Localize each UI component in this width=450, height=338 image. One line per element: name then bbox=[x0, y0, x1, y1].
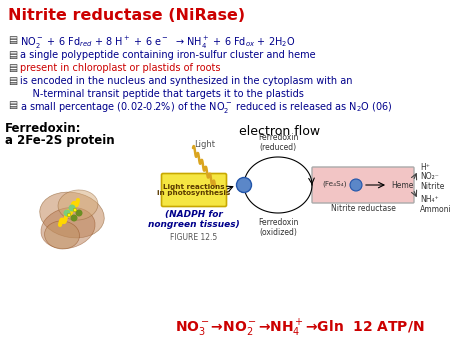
Text: ▤: ▤ bbox=[8, 76, 17, 86]
Text: a single polypeptide containing iron-sulfur cluster and heme: a single polypeptide containing iron-sul… bbox=[20, 50, 315, 60]
Circle shape bbox=[73, 208, 77, 212]
Circle shape bbox=[71, 215, 77, 221]
Text: Ferredoxin
(reduced): Ferredoxin (reduced) bbox=[258, 132, 298, 152]
Ellipse shape bbox=[58, 190, 98, 220]
Ellipse shape bbox=[41, 208, 95, 248]
Text: NO₂⁻
Nitrite: NO₂⁻ Nitrite bbox=[420, 172, 445, 191]
Ellipse shape bbox=[45, 221, 80, 249]
Text: (Fe₄S₄): (Fe₄S₄) bbox=[323, 181, 347, 187]
Text: Nitrite reductase: Nitrite reductase bbox=[331, 204, 396, 213]
Text: Ferredoxin:: Ferredoxin: bbox=[5, 122, 81, 135]
Text: Nitrite reductase (NiRase): Nitrite reductase (NiRase) bbox=[8, 8, 245, 23]
Text: Light: Light bbox=[194, 140, 215, 149]
Text: a 2Fe-2S protein: a 2Fe-2S protein bbox=[5, 134, 115, 147]
Text: ▤: ▤ bbox=[8, 100, 17, 110]
Circle shape bbox=[64, 210, 70, 216]
Text: ▤: ▤ bbox=[8, 50, 17, 60]
Circle shape bbox=[76, 210, 82, 216]
Circle shape bbox=[69, 205, 75, 211]
Text: electron flow: electron flow bbox=[239, 125, 320, 138]
Text: NO$_3^-$→NO$_2^-$→NH$_4^+$→Gln  12 ATP/N: NO$_3^-$→NO$_2^-$→NH$_4^+$→Gln 12 ATP/N bbox=[175, 318, 425, 338]
FancyBboxPatch shape bbox=[162, 173, 226, 207]
Text: present in chloroplast or plastids of roots: present in chloroplast or plastids of ro… bbox=[20, 63, 220, 73]
FancyBboxPatch shape bbox=[312, 167, 414, 203]
Text: Light reactions
in photosynthesis: Light reactions in photosynthesis bbox=[158, 184, 230, 196]
Circle shape bbox=[67, 213, 71, 217]
Text: H⁺: H⁺ bbox=[420, 163, 430, 172]
Text: NO$_2^-$ + 6 Fd$_{red}$ + 8 H$^+$ + 6 e$^-$  → NH$_4^+$ + 6 Fd$_{ox}$ + 2H$_2$O: NO$_2^-$ + 6 Fd$_{red}$ + 8 H$^+$ + 6 e$… bbox=[20, 35, 296, 51]
Text: is encoded in the nucleus and synthesized in the cytoplasm with an
    N-termina: is encoded in the nucleus and synthesize… bbox=[20, 76, 352, 99]
Text: a small percentage (0.02-0.2%) of the NO$_2^-$ reduced is released as N$_2$O (06: a small percentage (0.02-0.2%) of the NO… bbox=[20, 100, 393, 115]
Circle shape bbox=[237, 177, 252, 193]
Text: ▤: ▤ bbox=[8, 63, 17, 73]
Ellipse shape bbox=[40, 192, 104, 238]
Text: ▤: ▤ bbox=[8, 35, 17, 45]
Text: Heme: Heme bbox=[391, 180, 414, 190]
Text: (NADPH for
nongreen tissues): (NADPH for nongreen tissues) bbox=[148, 210, 240, 230]
Text: NH₄⁺
Ammonia: NH₄⁺ Ammonia bbox=[420, 195, 450, 214]
Text: Ferredoxin
(oxidized): Ferredoxin (oxidized) bbox=[258, 218, 298, 237]
Circle shape bbox=[350, 179, 362, 191]
Text: FIGURE 12.5: FIGURE 12.5 bbox=[171, 233, 218, 242]
